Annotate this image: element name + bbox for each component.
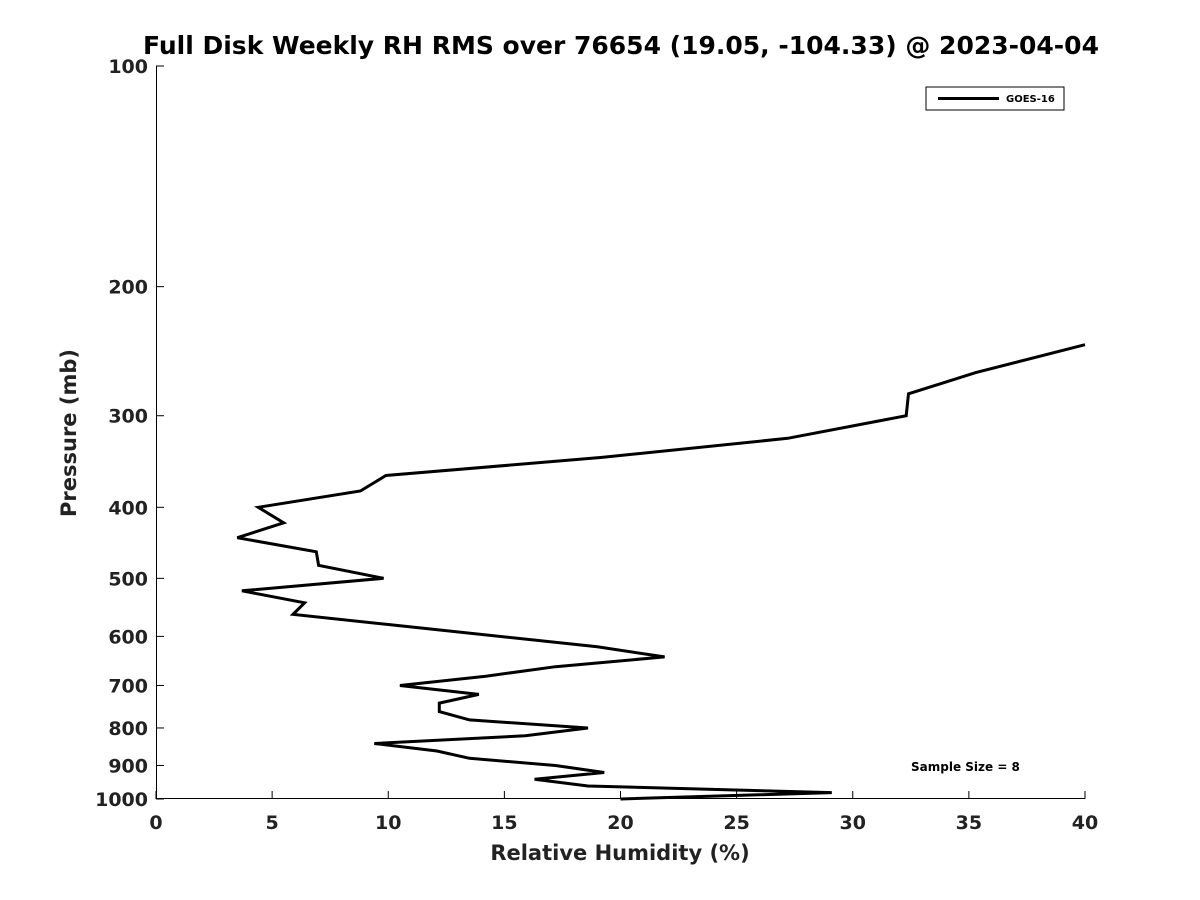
sample-size-annotation: Sample Size = 8 bbox=[911, 760, 1020, 774]
y-tick-label: 600 bbox=[108, 626, 148, 648]
y-tick-label: 700 bbox=[108, 675, 148, 697]
y-tick-label: 100 bbox=[108, 56, 148, 78]
x-tick-label: 40 bbox=[1072, 812, 1098, 834]
x-tick-label: 25 bbox=[723, 812, 749, 834]
y-tick-label: 1000 bbox=[95, 789, 148, 811]
x-tick-label: 35 bbox=[956, 812, 982, 834]
y-tick-label: 500 bbox=[108, 568, 148, 590]
x-axis-line bbox=[156, 798, 1085, 799]
y-tick-label: 800 bbox=[108, 718, 148, 740]
y-tick-label: 300 bbox=[108, 406, 148, 428]
x-tick-label: 0 bbox=[149, 812, 162, 834]
x-axis-label: Relative Humidity (%) bbox=[490, 841, 749, 865]
y-axis-label: Pressure (mb) bbox=[57, 349, 81, 517]
x-tick-label: 30 bbox=[840, 812, 866, 834]
legend-label-goes-16: GOES-16 bbox=[1006, 94, 1055, 105]
x-tick-label: 15 bbox=[491, 812, 517, 834]
y-tick-label: 200 bbox=[108, 277, 148, 299]
x-tick-label: 5 bbox=[266, 812, 279, 834]
y-tick-label: 900 bbox=[108, 755, 148, 777]
x-tick-label: 10 bbox=[375, 812, 401, 834]
chart-title: Full Disk Weekly RH RMS over 76654 (19.0… bbox=[143, 31, 1099, 60]
series-line-goes-16 bbox=[236, 343, 1086, 801]
y-tick-label: 400 bbox=[108, 497, 148, 519]
y-axis-line bbox=[156, 66, 157, 799]
x-tick-label: 20 bbox=[607, 812, 633, 834]
legend: GOES-16 bbox=[925, 86, 1065, 111]
